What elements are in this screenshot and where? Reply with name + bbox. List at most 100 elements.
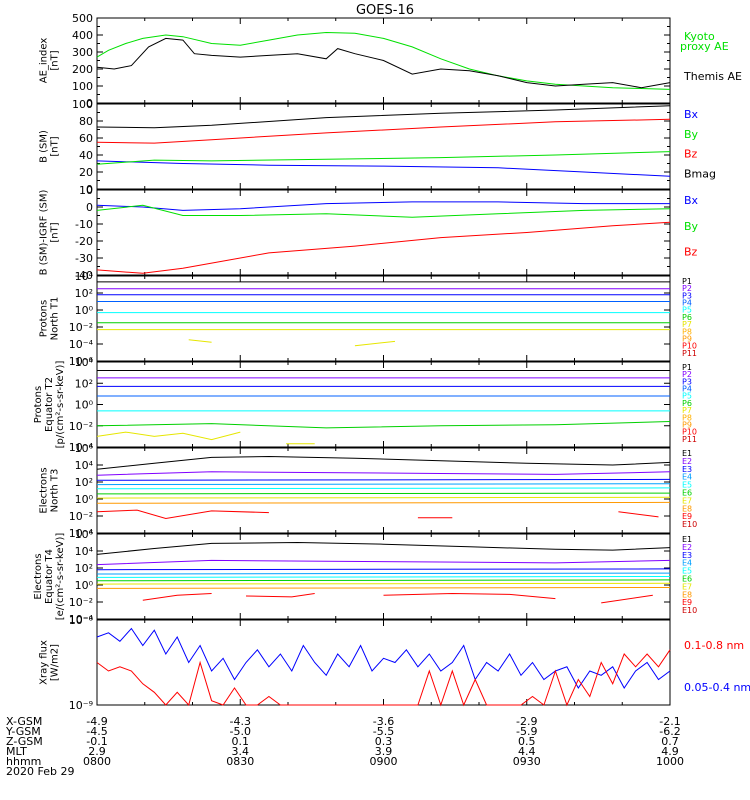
axis-tick-value: 0800 [83, 755, 111, 768]
y-tick-label: 10⁻⁴ [69, 527, 94, 540]
legend-label: E2 [682, 457, 692, 466]
y-tick-label: -10 [75, 218, 93, 231]
series-line-e11 [618, 511, 659, 518]
panel-frame [96, 619, 671, 706]
series-line-e9 [142, 593, 212, 601]
series-line-e5 [96, 576, 671, 578]
y-axis-label: North T1 [50, 297, 61, 341]
axis-tick-value: 0.5 [518, 735, 536, 748]
legend-label: P6 [682, 399, 692, 408]
y-tick-label: -40 [75, 269, 93, 282]
legend-label: P2 [682, 284, 692, 293]
y-tick-label: 10⁴ [75, 356, 94, 369]
axis-row-label: MLT [6, 745, 27, 758]
series-line-p8 [188, 339, 212, 343]
legend-label: P6 [682, 313, 692, 322]
y-tick-label: 10⁻⁴ [69, 613, 94, 626]
series-line-kyoto-proxy-ae [96, 31, 671, 90]
legend-label: E1 [682, 449, 692, 458]
legend-label: P3 [682, 377, 692, 386]
series-line-e7 [96, 496, 671, 499]
y-tick-label: 10⁻² [69, 420, 93, 433]
axis-row-label: Y-GSM [5, 725, 41, 738]
series-line-by [96, 151, 671, 165]
legend-label: E8 [682, 504, 692, 513]
axis-tick-value: -4.5 [86, 725, 107, 738]
legend-label: Bz [684, 246, 698, 259]
axis-tick-value: -5.5 [373, 725, 394, 738]
legend-label: E6 [682, 489, 692, 498]
legend-label: Bmag [684, 167, 716, 180]
y-tick-label: 10⁻⁹ [69, 699, 93, 712]
panel-pe: 10⁴ 10² 10⁰ 10⁻² 10⁻⁴ Protons Equator T2 [p/(cm… [33, 356, 697, 454]
y-tick-label: 400 [72, 29, 93, 42]
series-line-e9 [96, 509, 269, 520]
series-line-e8 [96, 587, 671, 589]
series-line-e1 [96, 455, 671, 470]
legend-label: Themis AE [683, 70, 742, 83]
y-tick-label: 10⁻⁴ [69, 441, 94, 454]
axis-tick-value: 3.9 [375, 745, 393, 758]
series-line-bz [96, 118, 671, 144]
panel-pn: 10⁴ 10² 10⁰ 10⁻² 10⁻⁴ 10⁻⁶ Protons North T1 P1P2… [39, 270, 698, 368]
y-tick-label: 100 [72, 98, 93, 111]
y-tick-label: 60 [79, 132, 93, 145]
legend-label: E9 [682, 598, 692, 607]
y-tick-label: 10⁻² [69, 321, 93, 334]
series-line-e1 [96, 541, 671, 555]
axis-tick-value: 0900 [370, 755, 398, 768]
y-tick-label: 80 [79, 115, 93, 128]
series-line-e3 [96, 478, 671, 481]
panel-ee: 10⁶ 10⁴ 10² 10⁰ 10⁻² 10⁻⁴ Electrons Equator T4[… [33, 528, 697, 626]
y-axis-label: Equator T2 [44, 377, 55, 432]
axis-tick-value: 0.7 [661, 735, 679, 748]
y-tick-label: 10⁻² [69, 596, 93, 609]
y-tick-label: 0 [86, 97, 93, 110]
legend-label: By [684, 220, 699, 233]
legend-label: P2 [682, 370, 692, 379]
y-axis-label: North T3 [50, 469, 61, 513]
y-tick-label: 200 [72, 63, 93, 76]
legend-label: P5 [682, 392, 692, 401]
y-axis-label: B (SM) [39, 130, 50, 163]
legend-label: P8 [682, 413, 692, 422]
y-tick-label: 10⁰ [75, 493, 94, 506]
y-tick-label: 0 [86, 183, 93, 196]
y-axis-label: [nT] [50, 50, 61, 70]
axis-tick-value: 0930 [513, 755, 541, 768]
panel-frame [96, 103, 671, 190]
series-line-by [96, 204, 671, 218]
series-line-p9 [354, 340, 396, 347]
y-tick-label: 10⁴ [75, 270, 94, 283]
series-line-e6 [96, 492, 671, 495]
series-line-e11 [383, 592, 556, 600]
panel-frame [96, 361, 671, 448]
series-line-bz [96, 221, 671, 274]
axis-tick-value: 3.4 [232, 745, 250, 758]
legend-label: P8 [682, 327, 692, 336]
panel-bigrf: 100-10-20-30-40B (SM)-IGRF (SM) [nT]BxByB… [39, 184, 699, 282]
axis-tick-value: -4.3 [230, 715, 251, 728]
legend-label: Kyoto [684, 30, 715, 43]
legend-label: E8 [682, 590, 692, 599]
legend-label: E7 [682, 496, 692, 505]
y-tick-label: 10⁻⁴ [69, 338, 94, 351]
series-line-0-1-0-8-nm [96, 649, 671, 707]
y-tick-label: -20 [75, 235, 93, 248]
y-axis-label: Electrons [39, 467, 50, 513]
legend-label: 0.1-0.8 nm [684, 639, 744, 652]
axis-tick-value: 1000 [656, 755, 684, 768]
legend-label: E10 [682, 606, 697, 615]
y-tick-label: 10² [75, 377, 93, 390]
y-tick-label: 40 [79, 149, 93, 162]
y-tick-label: 10 [79, 184, 93, 197]
legend-label: E6 [682, 575, 692, 584]
legend-label: P10 [682, 342, 697, 351]
axis-tick-value: -5.0 [230, 725, 251, 738]
axis-row-label: hhmm [6, 755, 41, 768]
series-line-0-05-0-4-nm [96, 627, 671, 689]
